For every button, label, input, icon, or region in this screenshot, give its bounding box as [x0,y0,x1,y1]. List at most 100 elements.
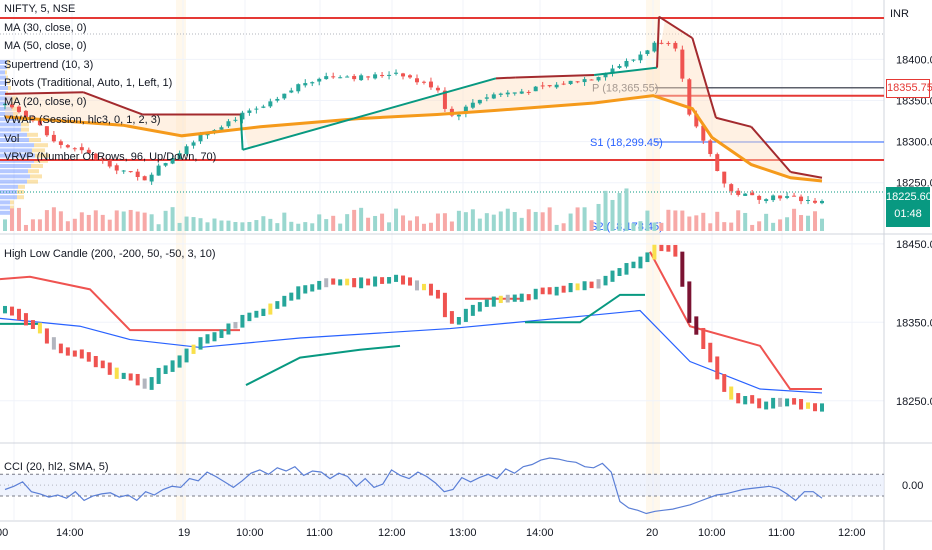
volume-bar [624,188,629,231]
bar-countdown: 01:48 [894,208,922,220]
hl-candle [680,251,685,287]
time-tick-label: 11:00 [768,527,795,539]
hl-candle [303,285,308,294]
volume-bar [142,212,147,231]
hl-candle [750,395,755,404]
legend-pivots[interactable]: Pivots (Traditional, Auto, 1, Left, 1) [4,77,173,89]
volume-bar [729,222,734,231]
volume-bar [310,223,315,231]
candle-body [638,54,643,61]
symbol-title[interactable]: NIFTY, 5, NSE [4,3,76,15]
pivot-s1-label: S1 (18,299.45) [590,137,663,149]
hl-candle [582,281,587,291]
candle-body [135,171,140,178]
candle-body [778,195,783,199]
legend-vrvp[interactable]: VRVP (Number Of Rows, 96, Up/Down, 70) [4,151,217,163]
candle-body [736,190,741,195]
legend-cci[interactable]: CCI (20, hl2, SMA, 5) [4,461,109,473]
hl-candle [373,276,378,287]
volume-bar [512,212,517,231]
volume-bar [37,219,42,231]
volume-bar [540,212,545,231]
hl-candle [51,337,56,350]
candle-body [79,147,84,151]
legend-ma30[interactable]: MA (30, close, 0) [4,21,87,34]
currency-label[interactable]: INR [890,8,909,20]
volume-bar [191,217,196,231]
volume-bar [394,208,399,231]
legend-high-low-candle[interactable]: High Low Candle (200, -200, 50, -50, 3, … [4,248,216,260]
legend-ma50[interactable]: MA (50, close, 0) [4,40,87,52]
volume-bar [589,220,594,231]
vrvp-bar [21,122,29,127]
hl-candle [226,323,231,335]
candle-body [456,114,461,117]
hl-candle [191,344,196,354]
hl-candle [163,365,168,374]
hl-candle [498,295,503,304]
vrvp-bar [0,210,10,215]
volume-bar [226,220,231,231]
candle-body [100,158,105,160]
ma-line [4,94,823,183]
time-tick-label: 19 [178,527,190,539]
candle-body [65,145,70,148]
hl-candle [519,293,524,302]
vrvp-bar [27,179,38,184]
legend-vol[interactable]: Vol [4,132,20,145]
hl-candle [345,278,350,286]
hl-candle [617,268,622,277]
volume-bar [477,218,482,231]
hl-candle [219,329,224,338]
hl-candle [610,270,615,282]
hl-candle [261,308,266,317]
vrvp-bar [34,143,48,148]
volume-bar [170,207,175,231]
hl-candle [589,281,594,289]
candle-body [820,200,824,204]
candle-body [114,165,119,171]
hl-candle [205,334,210,344]
volume-bar [820,218,824,231]
candle-body [575,81,580,83]
candle-body [666,43,671,45]
candle-body [722,171,727,184]
candle-body [491,94,496,99]
candle-body [352,75,357,80]
vrvp-bar [8,86,11,90]
legend-ma20[interactable]: MA (20, close, 0) [4,95,87,108]
vrvp-bar [0,148,32,153]
volume-bar [519,217,524,231]
volume-bar [743,212,748,231]
volume-bar [603,190,608,231]
vrvp-bar [7,65,10,70]
volume-bar [617,193,622,231]
volume-bar [359,207,364,231]
hl-candle [247,312,252,322]
hl-candle [44,328,49,344]
legend-vwap[interactable]: VWAP (Session, hlc3, 0, 1, 2, 3) [4,114,161,126]
candle-body [729,184,734,192]
volume-bar [414,216,419,231]
candle-body [3,103,7,106]
volume-bar [121,211,126,231]
hl-candle [785,398,790,407]
volume-bar [177,222,182,231]
hl-candle [722,374,727,392]
vrvp-bar [30,174,42,179]
supertrend-segment [715,116,752,128]
vrvp-bar [0,190,17,194]
volume-bar [498,211,503,231]
hl-candle [477,302,482,312]
volume-bar [750,224,755,231]
vrvp-bar [0,96,12,101]
vrvp-bar [7,80,10,85]
volume-bar [764,213,769,231]
legend-supertrend[interactable]: Supertrend (10, 3) [4,58,94,71]
candle-body [792,195,797,197]
volume-bar [86,214,91,231]
vrvp-bar [0,117,19,122]
hl-candle [603,275,608,286]
hl-candle [645,252,650,263]
volume-bar [687,216,692,231]
